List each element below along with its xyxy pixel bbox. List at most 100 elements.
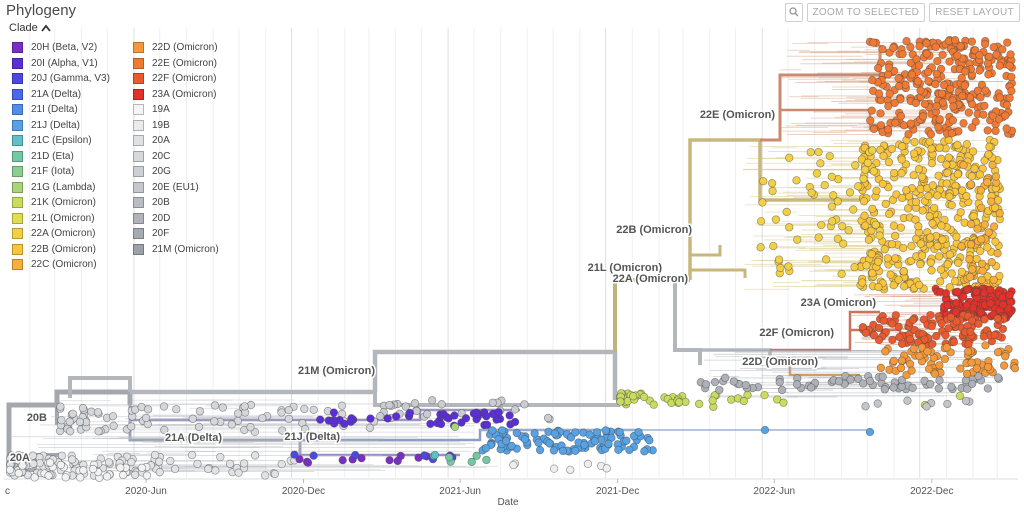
tree-tip [768, 186, 777, 196]
tree-tip [108, 412, 118, 421]
tree-tip [300, 404, 309, 414]
tree-tip [505, 411, 514, 420]
tree-tip [957, 73, 966, 83]
tree-tip [894, 82, 904, 91]
tree-tip [976, 308, 986, 317]
legend-label: 20C [152, 150, 171, 162]
tree-tip [777, 385, 787, 395]
legend-item[interactable]: 21J (Delta) [12, 118, 110, 134]
tree-tip [939, 81, 949, 90]
legend-item[interactable]: 21A (Delta) [12, 87, 110, 103]
legend-item[interactable]: 21L (Omicron) [12, 211, 110, 227]
tree-tip [862, 261, 871, 270]
tree-tip [109, 421, 118, 430]
magnifier-icon[interactable] [784, 3, 803, 22]
tree-tip [507, 441, 516, 451]
tree-tip [989, 43, 998, 52]
tree-tip [301, 424, 310, 434]
clade-label: 22F (Omicron) [759, 327, 834, 339]
legend-item[interactable]: 20G [133, 164, 219, 180]
tree-tip [793, 235, 802, 244]
tree-tip [860, 165, 870, 174]
tree-tip [867, 249, 876, 259]
tree-tip [942, 160, 951, 169]
legend-item[interactable]: 22F (Omicron) [133, 71, 219, 87]
tree-tip [76, 473, 85, 482]
tree-tip [741, 380, 750, 390]
tree-tip [888, 335, 897, 345]
zoom-to-selected-button[interactable]: ZOOM TO SELECTED [806, 3, 926, 22]
tree-tip [927, 144, 936, 153]
tree-tip [154, 457, 164, 466]
tree-tip [953, 287, 962, 296]
tree-tip [885, 209, 894, 219]
legend-item[interactable]: 20F [133, 226, 219, 242]
tree-tip [227, 420, 236, 429]
tree-tip [979, 110, 988, 119]
legend-item[interactable]: 20J (Gamma, V3) [12, 71, 110, 87]
tree-tip [935, 376, 944, 385]
tree-tip [967, 123, 977, 132]
tree-tip [806, 383, 816, 392]
tree-tip [980, 220, 990, 229]
tree-tip [935, 115, 944, 124]
legend-item[interactable]: 22B (Omicron) [12, 242, 110, 258]
legend-item[interactable]: 20B [133, 195, 219, 211]
legend-title: Clade [9, 22, 38, 34]
tree-tip [891, 311, 900, 320]
legend-item[interactable]: 22D (Omicron) [133, 40, 219, 56]
legend-item[interactable]: 20C [133, 149, 219, 165]
legend-item[interactable]: 21I (Delta) [12, 102, 110, 118]
reset-layout-button[interactable]: RESET LAYOUT [929, 3, 1020, 22]
tree-tip [916, 86, 925, 95]
tree-tip [926, 130, 936, 139]
tree-tip [258, 413, 267, 423]
tree-tip [896, 363, 906, 373]
legend-item[interactable]: 20H (Beta, V2) [12, 40, 110, 56]
legend-label: 20I (Alpha, V1) [31, 57, 98, 69]
legend-item[interactable]: 22C (Omicron) [12, 257, 110, 273]
legend-swatch [12, 197, 23, 209]
tree-tip [806, 148, 815, 157]
tree-tip [952, 232, 961, 241]
legend-item[interactable]: 20I (Alpha, V1) [12, 56, 110, 72]
legend-item[interactable]: 22E (Omicron) [133, 56, 219, 72]
tree-tip [873, 399, 882, 408]
tree-tip [957, 242, 966, 251]
legend-item[interactable]: 21C (Epsilon) [12, 133, 110, 149]
legend-item[interactable]: 21M (Omicron) [133, 242, 219, 258]
legend-item[interactable]: 20E (EU1) [133, 180, 219, 196]
legend-item[interactable]: 19A [133, 102, 219, 118]
legend-label: 22E (Omicron) [152, 57, 218, 69]
legend-item[interactable]: 22A (Omicron) [12, 226, 110, 242]
tree-tip [825, 151, 834, 161]
tree-tip [187, 450, 197, 460]
tree-tip [906, 119, 915, 128]
legend-item[interactable]: 20A [133, 133, 219, 149]
tree-tip [980, 101, 989, 110]
legend-item[interactable]: 20D [133, 211, 219, 227]
tree-tip [927, 159, 937, 168]
legend-item[interactable]: 21G (Lambda) [12, 180, 110, 196]
legend-item[interactable]: 23A (Omicron) [133, 87, 219, 103]
legend-header[interactable]: Clade [9, 22, 51, 34]
tree-tip [992, 50, 1001, 59]
tree-tip [935, 361, 944, 370]
legend-item[interactable]: 21K (Omicron) [12, 195, 110, 211]
tree-tip [923, 68, 933, 77]
tree-tip [998, 45, 1007, 54]
tree-tip [889, 221, 899, 230]
tree-tip [896, 223, 906, 232]
tree-tip [194, 422, 204, 432]
legend-item[interactable]: 19B [133, 118, 219, 134]
tree-tip [986, 285, 995, 294]
tree-tip [550, 429, 560, 438]
tree-tip [889, 383, 898, 392]
legend-item[interactable]: 21D (Eta) [12, 149, 110, 165]
tree-tip [866, 116, 875, 125]
caret-up-icon[interactable] [41, 24, 51, 32]
tree-tip [945, 192, 954, 201]
clade-label: 20A [10, 452, 30, 464]
legend-item[interactable]: 21F (Iota) [12, 164, 110, 180]
